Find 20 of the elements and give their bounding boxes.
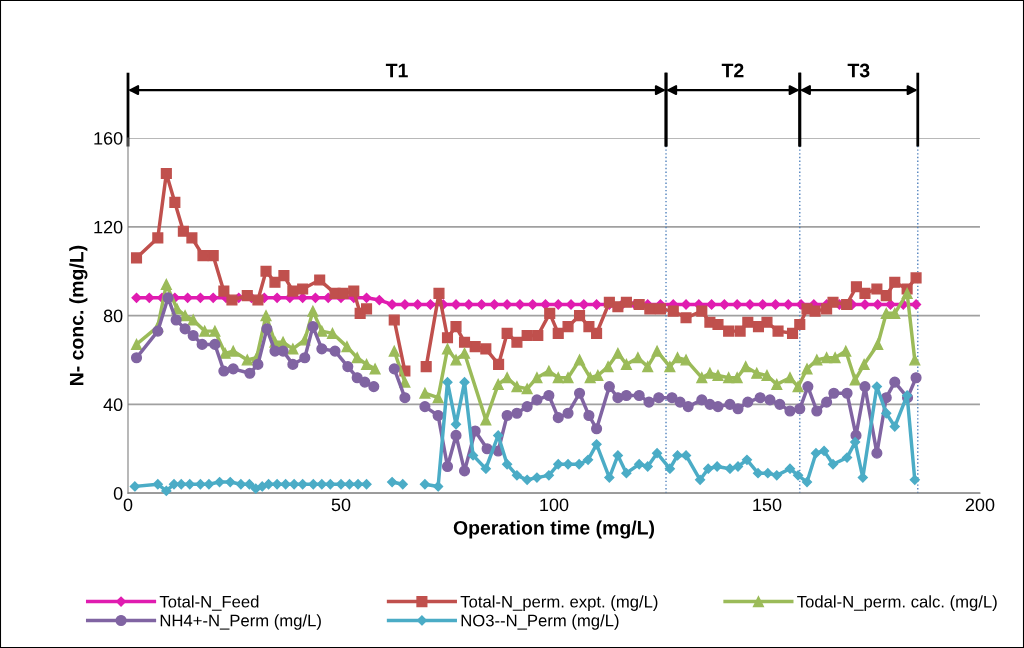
legend-label: Total-N_perm. expt. (mg/L) xyxy=(460,595,658,611)
y-tick-label: 40 xyxy=(103,398,123,412)
x-tick-label: 100 xyxy=(540,498,569,512)
y-tick-label: 160 xyxy=(94,131,123,145)
x-tick-label: 200 xyxy=(965,498,995,512)
x-axis-title: Operation time (mg/L) xyxy=(453,520,655,539)
y-tick-label: 0 xyxy=(113,487,123,500)
text: T1 xyxy=(385,63,408,78)
y-tick-label: 120 xyxy=(94,220,123,234)
legend-label: NO3--N_Perm (mg/L) xyxy=(461,614,619,630)
x-tick-label: 0 xyxy=(123,498,133,512)
text: T2 xyxy=(721,63,744,78)
y-axis-title: N- conc. (mg/L) xyxy=(69,245,88,386)
legend-label: Todal-N_perm. calc. (mg/L) xyxy=(797,595,997,611)
x-tick-label: 150 xyxy=(753,498,782,512)
text: T3 xyxy=(847,63,870,78)
y-tick-label: 80 xyxy=(103,309,123,323)
x-tick-label: 50 xyxy=(331,498,351,512)
legend-label: NH4+-N_Perm (mg/L) xyxy=(160,614,321,630)
legend-label: Total-N_Feed xyxy=(159,595,259,611)
